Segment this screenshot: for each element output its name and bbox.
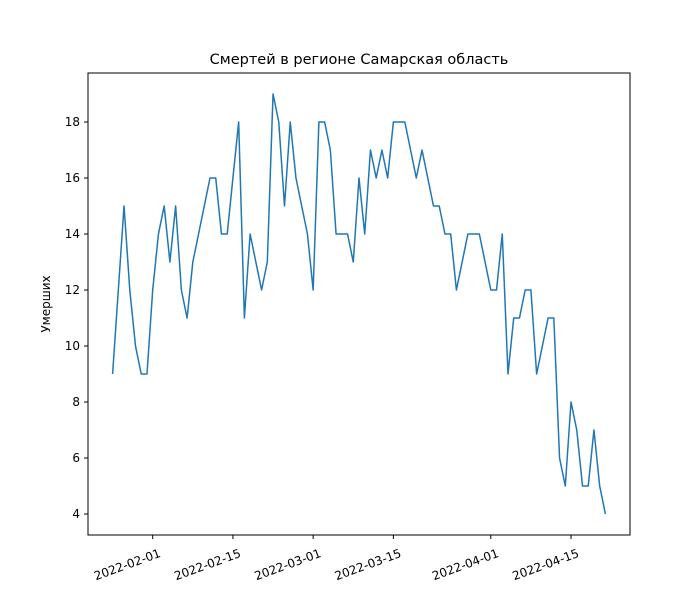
plot-frame	[87, 72, 631, 536]
y-tick-label: 18	[65, 115, 80, 129]
y-axis-label: Умерших	[39, 275, 53, 332]
chart-title: Смертей в регионе Самарская область	[210, 52, 509, 68]
y-tick-label: 10	[65, 339, 80, 353]
data-line	[111, 93, 607, 515]
y-tick-label: 14	[65, 227, 80, 241]
y-tick-label: 6	[72, 451, 80, 465]
y-tick-label: 12	[65, 283, 80, 297]
y-tick-label: 8	[72, 395, 80, 409]
y-tick-label: 16	[65, 171, 80, 185]
y-tick-label: 4	[72, 507, 80, 521]
